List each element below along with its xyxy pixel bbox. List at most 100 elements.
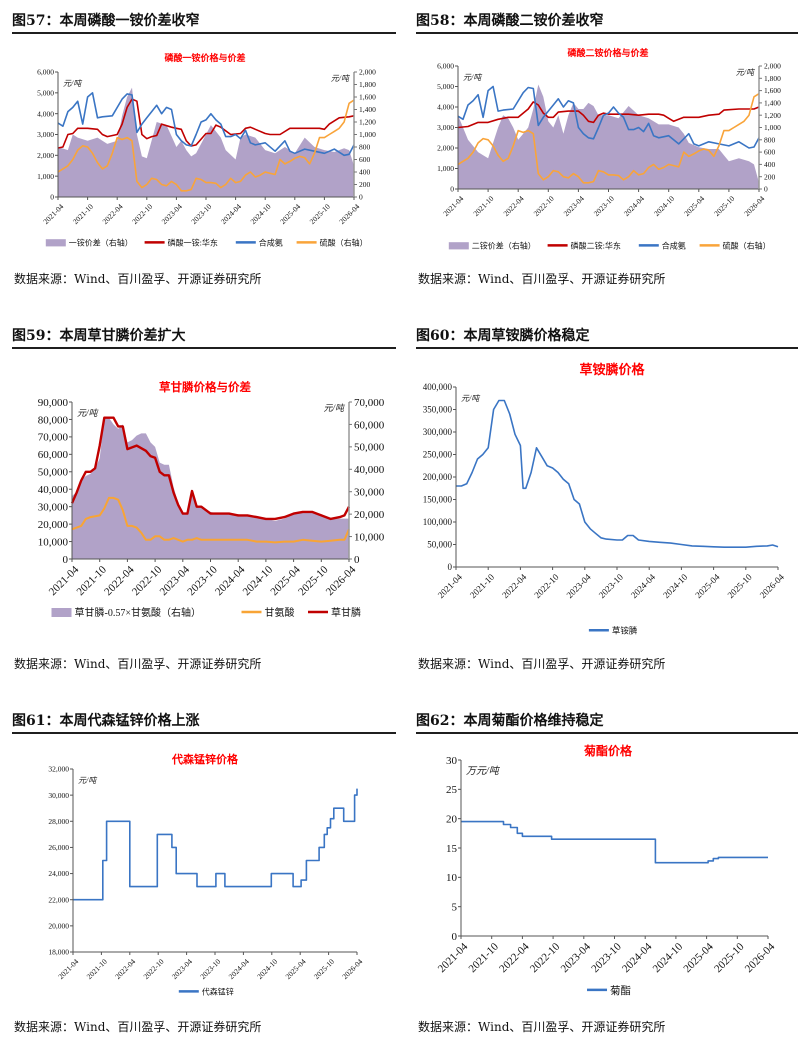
- x-tick-label: 2024-10: [651, 940, 686, 975]
- line-series-1: [71, 496, 350, 544]
- y-right-tick-label: 200: [764, 172, 776, 181]
- y-left-tick-label: 5,000: [37, 88, 54, 97]
- x-tick-label: 2022-10: [130, 202, 154, 226]
- x-tick-label: 2021-04: [56, 957, 80, 981]
- x-tick-label: 2022-10: [532, 572, 561, 601]
- x-tick-label: 2021-04: [47, 563, 82, 598]
- y-left-tick-label: 0: [450, 185, 454, 194]
- x-tick-label: 2026-04: [324, 563, 359, 598]
- x-tick-label: 2023-10: [198, 957, 222, 981]
- y-right-tick-label: 1,600: [359, 93, 376, 102]
- figure-58-source: 数据来源：Wind、百川盈孚、开源证券研究所: [418, 272, 666, 286]
- y-right-tick-label: 0: [359, 193, 363, 202]
- y-right-tick-label: 1,200: [359, 118, 376, 127]
- line-series-2: [57, 92, 355, 157]
- y-right-tick-label: 600: [764, 148, 776, 157]
- y-right-tick-label: 1,200: [764, 111, 781, 120]
- x-tick-label: 2024-04: [227, 957, 251, 981]
- line-series-3: [457, 93, 760, 184]
- y-left-tick-label: 26,000: [48, 843, 69, 852]
- y-left-tick-label: 10,000: [38, 536, 69, 548]
- y-left-tick-label: 400,000: [423, 382, 453, 392]
- y-left-tick-label: 20: [446, 814, 458, 826]
- x-tick-label: 2022-10: [532, 194, 556, 218]
- y-right-tick-label: 1,400: [764, 99, 781, 108]
- chart-0: 磷酸一铵价格与价差 0 1,000 2,000 3,000 4,000 5,000 6,000…: [37, 52, 376, 248]
- y-right-tick-label: 1,800: [764, 74, 781, 83]
- x-tick-label: 2025-10: [296, 563, 331, 598]
- y-right-tick-label: 800: [359, 143, 371, 152]
- y-left-tick-label: 70,000: [38, 432, 69, 444]
- unit-label-right: 元/吨: [736, 68, 755, 77]
- legend-label: 合成氨: [259, 238, 283, 248]
- x-tick-label: 2021-04: [41, 202, 65, 226]
- line-series-0: [73, 788, 358, 901]
- y-right-tick-label: 0: [354, 554, 360, 566]
- y-right-tick-label: 0: [764, 185, 768, 194]
- y-left-tick-label: 30,000: [38, 502, 69, 514]
- y-left-tick-label: 20,000: [48, 921, 69, 930]
- x-tick-label: 2023-04: [160, 202, 184, 226]
- y-right-tick-label: 1,400: [359, 105, 376, 114]
- legend-label: 二铵价差（右轴）: [472, 241, 536, 251]
- x-tick-label: 2023-04: [564, 572, 593, 601]
- x-tick-label: 2022-10: [528, 940, 563, 975]
- x-tick-label: 2025-04: [268, 563, 303, 598]
- x-tick-label: 2023-10: [597, 572, 626, 601]
- x-tick-label: 2024-10: [249, 202, 273, 226]
- x-tick-label: 2021-10: [466, 940, 501, 975]
- legend-label: 草铵膦: [612, 626, 638, 636]
- y-left-tick-label: 350,000: [423, 405, 453, 415]
- x-tick-label: 2025-10: [308, 202, 332, 226]
- legend-label: 硫酸（右轴）: [723, 241, 771, 251]
- x-tick-label: 2021-04: [436, 940, 471, 975]
- y-left-tick-label: 15: [446, 843, 458, 855]
- x-tick-label: 2023-10: [189, 202, 213, 226]
- unit-label-left: 元/吨: [463, 73, 482, 82]
- y-left-tick-label: 150,000: [423, 495, 453, 505]
- x-tick-label: 2025-04: [681, 940, 716, 975]
- y-right-tick-label: 2,000: [359, 68, 376, 77]
- unit-label-right: 元/吨: [323, 403, 346, 413]
- figure-58-caption: 图58：本周磷酸二铵价差收窄: [416, 10, 798, 34]
- chart-5: 菊酯价格 0 5 10 15 20 25 30 万元/吨 2021-042021-102022-0…: [436, 743, 778, 997]
- unit-label-right: 元/吨: [331, 74, 350, 83]
- figure-59-caption: 图59：本周草甘膦价差扩大: [12, 325, 396, 349]
- chart-4: 代森锰锌价格 18,000 20,000 22,000 24,000 26,000 28,0…: [48, 752, 364, 997]
- y-right-tick-label: 70,000: [354, 397, 385, 409]
- x-tick-label: 2021-10: [85, 957, 109, 981]
- legend-label: 草甘膦-0.57×甘氨酸（右轴）: [75, 606, 201, 619]
- x-tick-label: 2023-10: [592, 194, 616, 218]
- y-left-tick-label: 3,000: [437, 123, 454, 132]
- x-tick-label: 2026-04: [742, 194, 766, 218]
- chart-title: 草甘膦价格与价差: [159, 380, 251, 394]
- legend-label: 甘氨酸: [265, 606, 295, 619]
- line-series-2: [70, 416, 351, 521]
- y-left-tick-label: 1,000: [437, 164, 454, 173]
- x-tick-label: 2022-10: [142, 957, 166, 981]
- x-tick-label: 2025-04: [693, 572, 722, 601]
- y-right-tick-label: 2,000: [764, 62, 781, 71]
- legend-label: 菊酯: [610, 985, 631, 997]
- figure-57-source: 数据来源：Wind、百川盈孚、开源证券研究所: [14, 272, 262, 286]
- x-tick-label: 2021-10: [71, 202, 95, 226]
- chart-2: 草甘膦价格与价差 0 10,000 20,000 30,000 40,000 50,000 6…: [38, 380, 385, 619]
- unit-label-left: 元/吨: [78, 776, 97, 785]
- y-left-tick-label: 200,000: [423, 472, 453, 482]
- y-right-tick-label: 20,000: [354, 509, 385, 521]
- y-left-tick-label: 0: [452, 931, 458, 943]
- area-series-0: [458, 84, 759, 189]
- y-left-tick-label: 30: [446, 755, 458, 767]
- chart-title: 代森锰锌价格: [171, 752, 239, 766]
- y-left-tick-label: 10: [446, 872, 458, 884]
- y-left-tick-label: 2,000: [37, 151, 54, 160]
- y-right-tick-label: 400: [764, 160, 776, 169]
- y-left-tick-label: 50,000: [38, 467, 69, 479]
- y-left-tick-label: 4,000: [437, 103, 454, 112]
- y-right-tick-label: 800: [764, 135, 776, 144]
- y-right-tick-label: 40,000: [354, 464, 385, 476]
- y-right-tick-label: 50,000: [354, 442, 385, 454]
- y-left-tick-label: 3,000: [37, 130, 54, 139]
